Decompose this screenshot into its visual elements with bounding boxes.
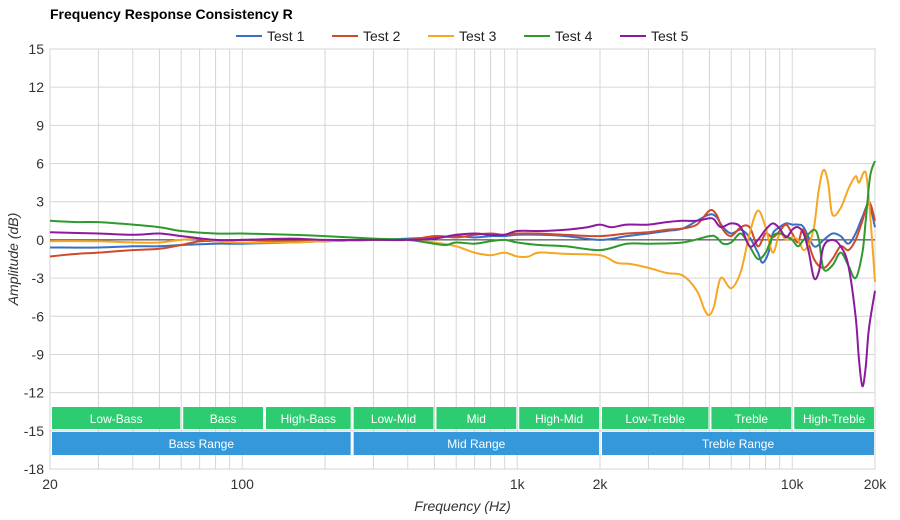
range-band-label: Bass: [210, 412, 237, 426]
range-group-label: Treble Range: [702, 437, 775, 451]
x-axis-title: Frequency (Hz): [414, 498, 510, 514]
range-band: [711, 407, 792, 429]
x-tick-label: 100: [231, 476, 255, 492]
range-band-label: Treble: [735, 412, 769, 426]
y-tick-label: -3: [32, 270, 45, 286]
range-band: [436, 407, 517, 429]
range-bands: Low-Bass Bass High-Bass Low-Mid Mid High-Mid L…: [52, 407, 874, 429]
range-band: [52, 407, 181, 429]
x-tick-label: 2k: [593, 476, 609, 492]
y-tick-label: 9: [36, 117, 44, 133]
series-line-test-2: [49, 200, 876, 269]
legend-label: Test 1: [267, 28, 305, 44]
x-tick-label: 20k: [864, 476, 888, 492]
x-tick-label: 10k: [781, 476, 805, 492]
y-tick-label: -18: [24, 461, 44, 477]
legend-label: Test 2: [363, 28, 401, 44]
range-band: [353, 407, 434, 429]
series-line-test-3: [49, 168, 876, 317]
plot-area: [49, 48, 876, 470]
series-lines: [49, 160, 876, 388]
y-axis-title: Amplitude (dB): [5, 213, 21, 307]
range-band-label: Low-Mid: [371, 412, 416, 426]
legend-label: Test 3: [459, 28, 497, 44]
range-band: [183, 407, 263, 429]
x-tick-label: 1k: [510, 476, 526, 492]
range-band-label: Low-Treble: [625, 412, 685, 426]
range-band: [794, 407, 874, 429]
range-group-label: Mid Range: [447, 437, 505, 451]
y-tick-label: -6: [32, 308, 45, 324]
range-band-label: Low-Bass: [90, 412, 143, 426]
range-band: [519, 407, 599, 429]
grid-lines: [49, 48, 876, 470]
y-tick-label: 0: [36, 232, 44, 248]
range-group: [353, 432, 599, 455]
chart-title: Frequency Response Consistency R: [50, 6, 293, 22]
range-band: [602, 407, 709, 429]
y-tick-label: -12: [24, 385, 44, 401]
chart-legend: Test 1 Test 2 Test 3 Test 4 Test 5: [236, 28, 689, 44]
range-band: [265, 407, 351, 429]
y-tick-label: 3: [36, 194, 44, 210]
range-group-label: Bass Range: [169, 437, 235, 451]
y-tick-label: -9: [32, 346, 45, 362]
x-tick-label: 20: [42, 476, 58, 492]
range-group: [602, 432, 874, 455]
range-group: [52, 432, 351, 455]
legend-label: Test 5: [651, 28, 689, 44]
y-tick-label: 6: [36, 156, 44, 172]
range-band-label: High-Bass: [281, 412, 336, 426]
series-line-test-1: [49, 203, 876, 264]
range-band-label: High-Treble: [803, 412, 866, 426]
range-band-label: High-Mid: [535, 412, 583, 426]
y-tick-label: -15: [24, 423, 44, 439]
range-band-label: Mid: [467, 412, 486, 426]
legend-label: Test 4: [555, 28, 593, 44]
range-groups: Bass Range Mid Range Treble Range: [52, 432, 874, 455]
series-line-test-5: [49, 217, 876, 388]
y-tick-label: 12: [28, 79, 44, 95]
series-line-test-4: [49, 160, 876, 280]
